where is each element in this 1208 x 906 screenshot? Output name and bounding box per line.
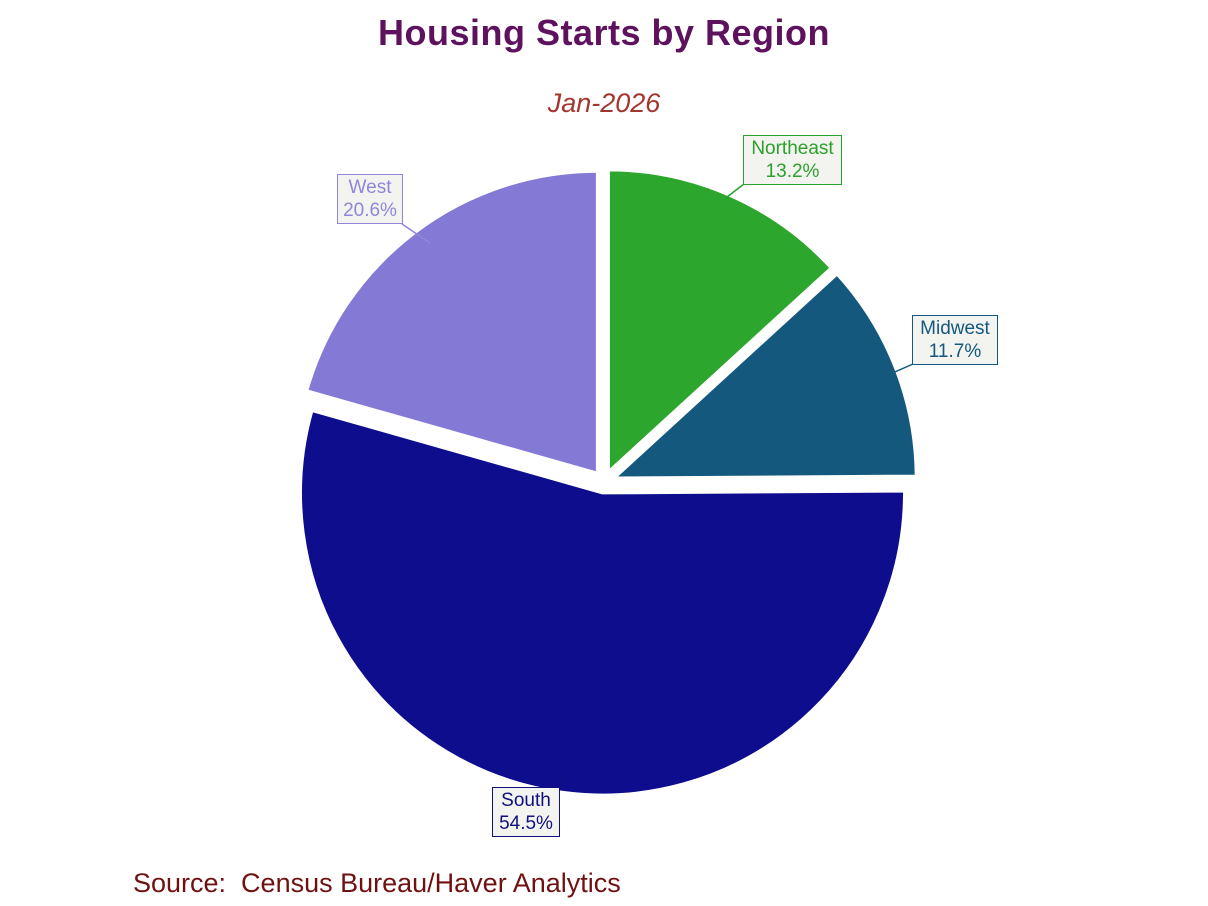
label-northeast-pct: 13.2%	[765, 161, 820, 182]
source-note: Source: Census Bureau/Haver Analytics	[133, 868, 621, 898]
label-west-pct: 20.6%	[343, 200, 397, 221]
chart-title: Housing Starts by Region	[377, 12, 831, 53]
label-south-pct: 54.5%	[499, 813, 553, 834]
leader-line-west	[401, 223, 431, 244]
leader-line-midwest	[887, 363, 914, 376]
label-south: South 54.5%	[492, 787, 560, 837]
label-northeast: Northeast 13.2%	[743, 135, 842, 185]
pie-slice-midwest	[612, 272, 918, 480]
label-south-name: South	[501, 790, 551, 811]
label-west-name: West	[348, 177, 392, 198]
label-midwest-pct: 11.7%	[928, 341, 982, 362]
leader-line-northeast	[726, 183, 745, 198]
label-west: West 20.6%	[337, 174, 403, 224]
label-midwest-name: Midwest	[920, 318, 990, 339]
chart-subtitle: Jan-2026	[547, 88, 661, 118]
label-northeast-name: Northeast	[751, 138, 834, 159]
label-midwest: Midwest 11.7%	[912, 315, 998, 365]
pie-slice-south	[299, 409, 907, 797]
